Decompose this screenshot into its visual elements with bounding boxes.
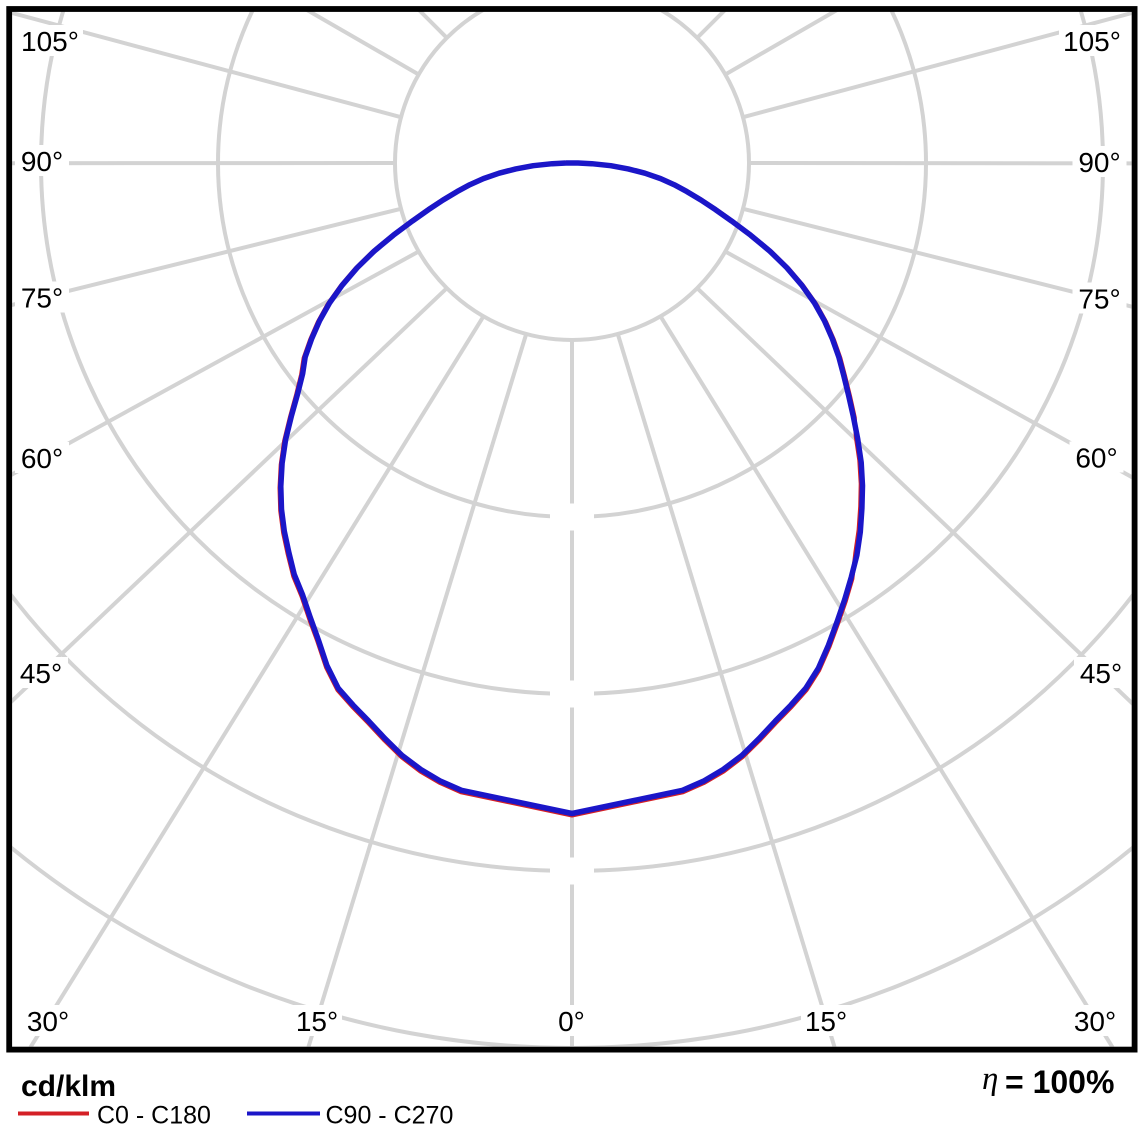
- svg-text:60°: 60°: [21, 443, 63, 474]
- svg-text:C0 - C180: C0 - C180: [97, 1102, 211, 1130]
- svg-text:15°: 15°: [805, 1006, 847, 1037]
- svg-text:75°: 75°: [21, 283, 63, 314]
- svg-text:cd/klm: cd/klm: [21, 1070, 116, 1103]
- svg-text:0°: 0°: [558, 1006, 585, 1037]
- svg-text:45°: 45°: [20, 658, 62, 689]
- svg-text:30°: 30°: [27, 1006, 69, 1037]
- svg-text:C90 - C270: C90 - C270: [326, 1102, 454, 1130]
- svg-text:105°: 105°: [21, 26, 79, 57]
- svg-text:η: η: [982, 1061, 998, 1097]
- svg-text:90°: 90°: [21, 146, 63, 177]
- svg-text:15°: 15°: [296, 1006, 338, 1037]
- svg-text:60°: 60°: [1075, 443, 1117, 474]
- svg-text:30°: 30°: [1074, 1006, 1116, 1037]
- svg-text:45°: 45°: [1080, 658, 1122, 689]
- svg-text:75°: 75°: [1078, 284, 1120, 315]
- svg-text:= 100%: = 100%: [1005, 1064, 1114, 1100]
- svg-text:90°: 90°: [1078, 147, 1120, 178]
- svg-text:105°: 105°: [1063, 26, 1121, 57]
